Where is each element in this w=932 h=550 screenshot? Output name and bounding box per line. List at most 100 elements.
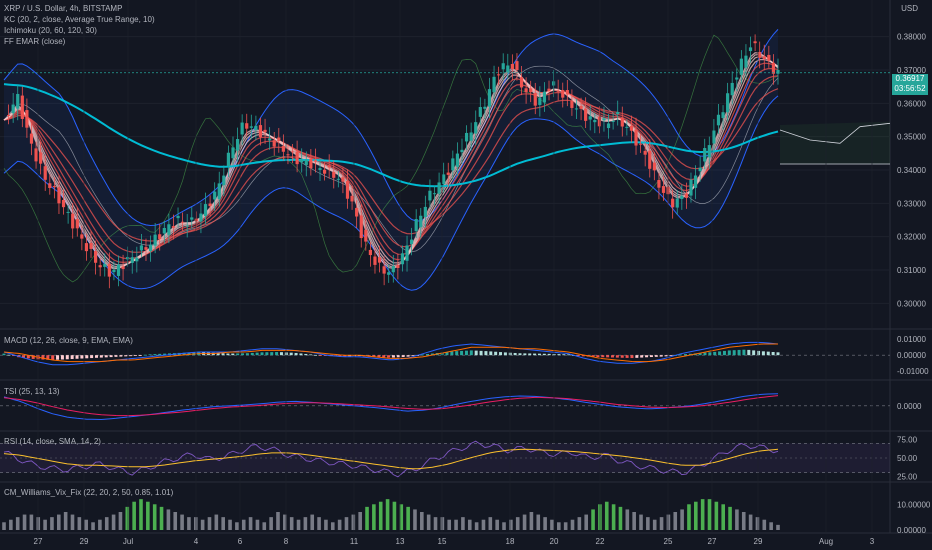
macd-histogram-bar [168, 353, 172, 356]
vix-bar [666, 514, 671, 530]
candle-body [364, 229, 368, 242]
candle-body [739, 58, 743, 75]
vix-bar [646, 517, 650, 530]
candle-body [231, 147, 235, 159]
vix-bar [269, 517, 273, 530]
vix-bar [488, 517, 493, 530]
vix-bar [550, 519, 554, 530]
time-axis-tick: 20 [550, 537, 559, 546]
macd-histogram-bar [382, 355, 386, 358]
candle-body [162, 227, 166, 234]
macd-histogram-bar [761, 351, 765, 356]
macd-histogram-bar [114, 355, 118, 357]
candle-body [684, 193, 689, 198]
rsi-line [3, 440, 779, 478]
candle-body [300, 159, 304, 163]
candle-body [510, 63, 514, 70]
macd-histogram-bar [523, 353, 527, 356]
vix-label[interactable]: CM_Williams_Vix_Fix (22, 20, 2, 50, 0.85… [4, 488, 174, 497]
macd-axis-tick: 0.00000 [897, 351, 926, 360]
vix-bar [522, 514, 527, 530]
candle-body [593, 120, 597, 123]
candle-body [341, 177, 345, 182]
vix-bar [509, 519, 513, 530]
macd-histogram-bar [518, 353, 522, 356]
vix-bar [584, 514, 589, 530]
tsi-label[interactable]: TSI (25, 13, 13) [4, 387, 60, 396]
macd-histogram-bar [143, 354, 147, 356]
candle-body [52, 186, 56, 188]
keltner-lower [3, 95, 779, 291]
vix-bar [673, 512, 678, 530]
vix-bar [474, 522, 479, 530]
candle-body [350, 195, 354, 202]
candle-body [382, 266, 386, 274]
candle-body [693, 175, 698, 188]
vix-bar [187, 517, 191, 530]
ichimoku-legend[interactable]: Ichimoku (20, 60, 120, 30) [4, 26, 97, 35]
kc-legend[interactable]: KC (20, 2, close, Average True Range, 10… [4, 15, 155, 24]
candle-body [75, 219, 79, 229]
vix-bar [604, 501, 609, 530]
candle-body [272, 140, 276, 147]
macd-histogram-bar [426, 353, 430, 356]
candle-body [203, 204, 208, 217]
candle-body [327, 165, 331, 168]
price-axis-tick: 0.37000 [897, 66, 926, 75]
emar-legend[interactable]: FF EMAR (close) [4, 37, 66, 46]
candle-body [524, 88, 528, 93]
candle-body [758, 51, 762, 58]
macd-histogram-bar [187, 352, 191, 356]
time-axis-tick: 25 [664, 537, 673, 546]
price-axis-tick: 0.32000 [897, 233, 926, 242]
candle-body [606, 123, 611, 129]
candle-body [455, 153, 460, 167]
vix-bar [502, 522, 506, 530]
vix-bar [111, 514, 116, 530]
vix-bar [515, 517, 520, 530]
ema-ribbon-line [3, 88, 779, 242]
vix-axis-tick: 0.00000 [897, 526, 926, 535]
vix-bar [22, 514, 27, 530]
macd-histogram-bar [679, 354, 683, 356]
candle-body [529, 88, 533, 93]
vix-bar [241, 519, 246, 530]
vix-bar [262, 522, 267, 530]
tsi-axis-tick: 0.0000 [897, 402, 922, 411]
candle-body [561, 90, 565, 98]
vix-bar [611, 504, 616, 530]
tsi-line [3, 393, 779, 421]
candle-body [176, 215, 180, 219]
macd-histogram-bar [591, 355, 595, 357]
vix-bar [283, 514, 287, 530]
candle-body [258, 125, 263, 138]
rsi-label[interactable]: RSI (14, close, SMA, 14, 2) [4, 437, 101, 446]
candle-body [309, 158, 313, 169]
last-price-tag: 0.36917 03:56:52 [892, 74, 928, 95]
candle-body [29, 133, 34, 144]
macd-histogram-bar [153, 354, 157, 356]
macd-histogram-bar [737, 349, 741, 356]
macd-histogram-bar [455, 351, 459, 356]
candle-body [652, 162, 656, 171]
rsi-axis-tick: 25.00 [897, 472, 918, 481]
macd-histogram-bar [226, 353, 230, 356]
candle-body [61, 199, 66, 208]
last-price: 0.36917 [895, 74, 925, 83]
macd-histogram-bar [489, 351, 493, 356]
candle-body [43, 166, 47, 180]
candle-body [671, 198, 675, 208]
macd-histogram-bar [421, 354, 425, 356]
time-axis-tick: Aug [819, 537, 833, 546]
macd-histogram-bar [289, 352, 293, 356]
macd-histogram-bar [513, 352, 517, 356]
candle-body [648, 150, 652, 169]
macd-histogram-bar [474, 350, 478, 356]
macd-label[interactable]: MACD (12, 26, close, 9, EMA, EMA) [4, 336, 133, 345]
macd-histogram-bar [85, 355, 89, 359]
candle-body [432, 193, 437, 195]
macd-histogram-bar [747, 349, 751, 356]
vix-bar [303, 517, 308, 530]
candle-body [703, 148, 707, 162]
